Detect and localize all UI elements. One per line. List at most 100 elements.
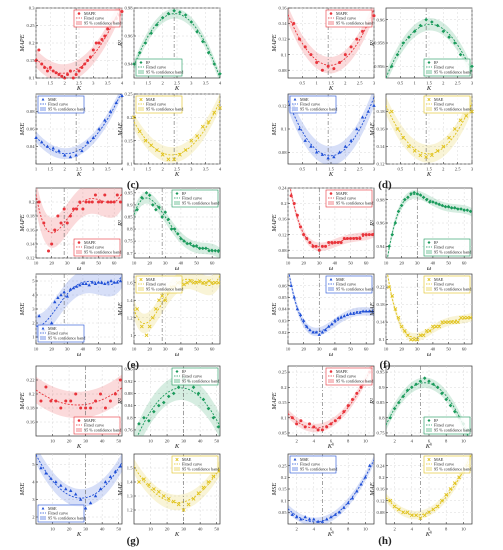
legend-label-band: 95 % confidence band — [434, 467, 472, 472]
data-point — [172, 227, 177, 231]
data-point — [332, 67, 336, 71]
x-axis-label: K — [174, 171, 180, 178]
data-point — [57, 148, 61, 153]
confidence-band — [289, 188, 374, 252]
fitted-curve — [134, 466, 220, 504]
y-tick-label: 0.7 — [127, 251, 133, 256]
data-point — [323, 328, 328, 332]
data-point — [370, 309, 375, 313]
data-point — [355, 237, 359, 241]
legend-label-fit: Fitted curve — [434, 245, 454, 250]
data-point — [316, 519, 320, 523]
legend-label-band: 95 % confidence band — [434, 70, 472, 75]
legend-frame — [171, 189, 219, 208]
data-point — [435, 504, 440, 509]
x-tick-label: 2.5 — [174, 167, 180, 172]
y-axis-label: MAE — [117, 482, 124, 496]
data-point — [135, 307, 140, 311]
data-point — [118, 464, 123, 468]
legend-marker — [427, 61, 431, 64]
y-tick-label: 5 — [32, 462, 35, 467]
data-point — [434, 201, 438, 205]
data-point — [161, 494, 166, 498]
data-point — [120, 93, 124, 97]
legend-marker — [175, 192, 179, 195]
data-point — [78, 200, 82, 204]
data-point — [118, 279, 123, 283]
y-tick-label: 4 — [32, 293, 35, 298]
data-point — [157, 403, 161, 408]
data-point — [370, 233, 374, 237]
panel-c-mape: 1 1.5 2 2.5 3 3.5 40.10.150.20.250.3KMAPEMAPEF… — [19, 6, 124, 92]
legend-label-band: 95 % confidence band — [300, 467, 338, 472]
data-point — [406, 195, 410, 200]
data-point — [361, 233, 365, 237]
y-axis-label: R² — [369, 397, 376, 405]
x-tick-label: 0.5 — [299, 81, 305, 86]
data-point — [412, 190, 416, 195]
data-point — [112, 280, 116, 284]
data-point — [94, 41, 98, 45]
panel-f-mse: 10 20 30 40 50 600.020.030.040.050.06ωMSEMSEF… — [271, 273, 375, 358]
legend-label-fit: Fitted curve — [84, 245, 104, 250]
legend-label-series: R² — [434, 240, 439, 245]
x-tick-label: 2 — [295, 527, 298, 532]
legend-label-band: 95 % confidence band — [84, 428, 122, 433]
data-point — [314, 244, 318, 248]
data-point — [326, 324, 331, 328]
fitted-curve — [288, 459, 374, 523]
data-point — [355, 391, 359, 395]
y-tick-label: 0.24 — [376, 463, 385, 468]
x-tick-label: 4 — [121, 81, 124, 86]
x-axis-label: K — [328, 171, 334, 178]
data-point — [216, 280, 221, 285]
data-point — [395, 127, 400, 131]
y-tick-label: 0.8 — [127, 227, 133, 232]
data-point — [176, 385, 181, 390]
data-point — [402, 328, 407, 333]
x-tick-label: 1.5 — [426, 167, 432, 172]
x-axis-label: K — [328, 85, 334, 92]
data-point — [396, 507, 401, 512]
legend-frame — [423, 455, 471, 474]
x-tick-label: 30 — [181, 439, 186, 444]
data-point — [147, 324, 152, 329]
sublabel-d: (d) — [378, 179, 392, 191]
data-point — [93, 494, 98, 498]
legend-frame — [73, 9, 121, 28]
data-point — [330, 322, 334, 326]
data-point — [446, 320, 451, 325]
x-tick-label: 60 — [462, 261, 467, 266]
x-axis-label: ω — [77, 351, 82, 358]
x-tick-label: 60 — [462, 347, 467, 352]
data-point — [446, 204, 451, 209]
x-axis-label: K — [76, 531, 82, 538]
data-point — [149, 143, 154, 148]
data-point — [66, 73, 70, 76]
y-tick-label: 0.94 — [124, 62, 133, 67]
x-tick-label: 40 — [333, 347, 338, 352]
data-point — [396, 315, 401, 320]
data-point — [329, 422, 333, 426]
panel-g-mape: 10 20 30 40 500.160.180.20.22KMAPEMAPEFitted… — [19, 365, 123, 450]
data-point — [75, 207, 79, 211]
legend-label-band: 95 % confidence band — [48, 107, 86, 112]
data-point — [338, 416, 342, 420]
legend-label-series: MSE — [48, 506, 57, 511]
x-tick-label: 20 — [399, 347, 404, 352]
data-point — [412, 337, 417, 342]
data-point — [409, 337, 413, 342]
data-point — [443, 204, 448, 209]
y-tick-label: 3 — [32, 307, 35, 312]
x-tick-label: 50 — [116, 439, 121, 444]
legend-label-series: R² — [182, 191, 187, 196]
legend-marker — [175, 457, 179, 462]
y-axis-label: MAE — [117, 302, 124, 316]
